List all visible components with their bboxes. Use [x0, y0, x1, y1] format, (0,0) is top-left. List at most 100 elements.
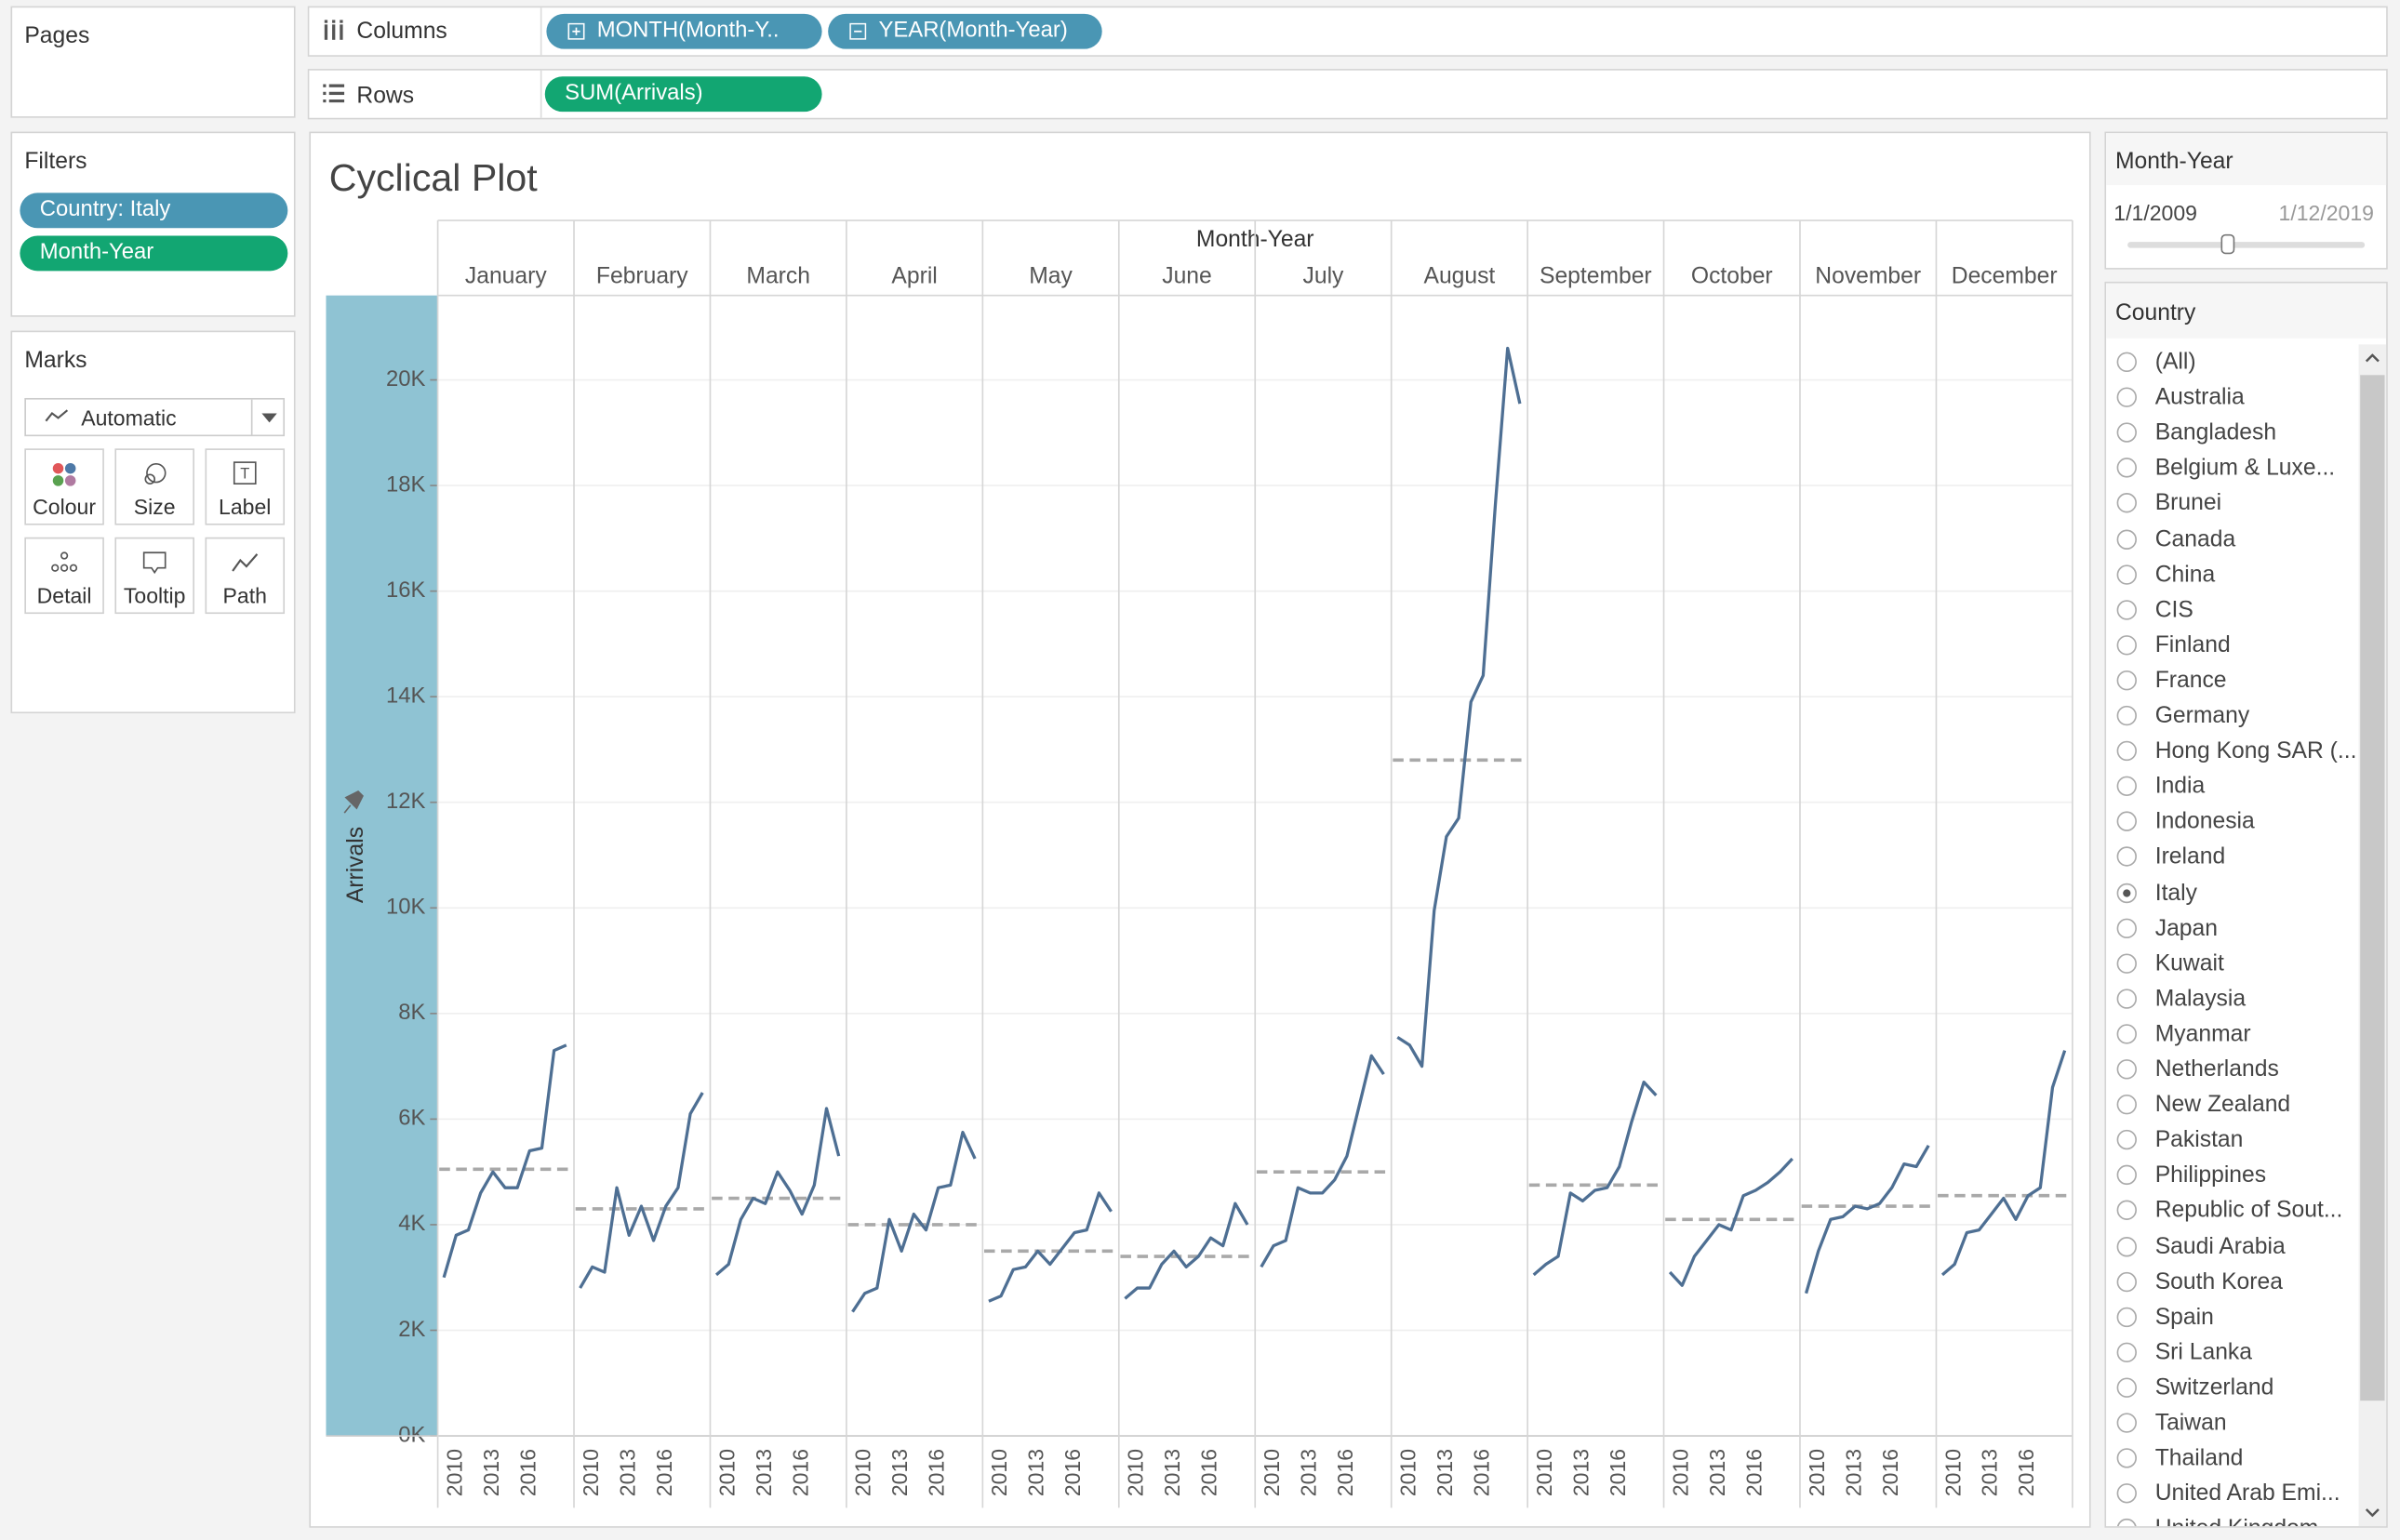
country-option[interactable]: United Arab Emi...: [2106, 1478, 2355, 1513]
pill[interactable]: MONTH(Month-Y..: [546, 13, 822, 49]
radio[interactable]: [2116, 882, 2137, 903]
country-option[interactable]: Sri Lanka: [2106, 1336, 2355, 1372]
radio[interactable]: [2116, 1236, 2137, 1256]
option-label: Spain: [2154, 1303, 2214, 1330]
option-label: Philippines: [2154, 1162, 2267, 1188]
mark-button[interactable]: T Label: [205, 448, 286, 525]
radio[interactable]: [2116, 1024, 2137, 1044]
line: [442, 1043, 567, 1279]
country-option[interactable]: Canada: [2106, 523, 2355, 558]
country-option[interactable]: Brunei: [2106, 487, 2355, 523]
radio[interactable]: [2116, 1342, 2137, 1362]
country-option[interactable]: Myanmar: [2106, 1017, 2355, 1053]
radio[interactable]: [2116, 564, 2137, 585]
radio[interactable]: [2116, 1307, 2137, 1327]
pill[interactable]: YEAR(Month-Year): [828, 13, 1102, 49]
radio[interactable]: [2116, 846, 2137, 868]
country-option[interactable]: Germany: [2106, 699, 2355, 735]
country-option[interactable]: United Kingdom: [2106, 1513, 2355, 1527]
country-option[interactable]: Taiwan: [2106, 1407, 2355, 1442]
radio[interactable]: [2116, 528, 2137, 550]
scroll-down[interactable]: [2365, 1507, 2380, 1518]
radio[interactable]: [2116, 740, 2137, 762]
radio[interactable]: [2116, 352, 2137, 373]
radio[interactable]: [2116, 1130, 2137, 1150]
y-tick-label: 12K: [386, 789, 426, 814]
filter-pill[interactable]: Country: Italy: [20, 192, 288, 229]
option-label: Bangladesh: [2154, 419, 2277, 446]
country-option[interactable]: South Korea: [2106, 1266, 2355, 1301]
country-option[interactable]: Saudi Arabia: [2106, 1230, 2355, 1266]
country-option[interactable]: Kuwait: [2106, 947, 2355, 982]
scroll-thumb[interactable]: [2360, 375, 2385, 1401]
radio[interactable]: [2116, 422, 2137, 444]
country-option[interactable]: Finland: [2106, 629, 2355, 664]
radio[interactable]: [2116, 1201, 2137, 1221]
radio[interactable]: [2116, 599, 2137, 620]
country-option[interactable]: India: [2106, 770, 2355, 805]
radio[interactable]: [2116, 634, 2137, 656]
filter-pill[interactable]: Month-Year: [20, 235, 288, 272]
mark-button[interactable]: Colour: [24, 448, 104, 525]
mark-icon: [144, 462, 167, 485]
radio[interactable]: [2116, 811, 2137, 832]
radio[interactable]: [2116, 670, 2137, 691]
country-option[interactable]: CIS: [2106, 593, 2355, 629]
country-option[interactable]: Republic of Sout...: [2106, 1195, 2355, 1230]
country-option[interactable]: Japan: [2106, 911, 2355, 947]
radio[interactable]: [2116, 1271, 2137, 1292]
radio[interactable]: [2116, 387, 2137, 408]
card-header: [2106, 133, 2387, 186]
country-option[interactable]: France: [2106, 664, 2355, 699]
country-option[interactable]: Belgium & Luxe...: [2106, 452, 2355, 487]
mark-button[interactable]: Tooltip: [114, 537, 194, 615]
country-option[interactable]: Ireland: [2106, 841, 2355, 876]
country-option[interactable]: Indonesia: [2106, 805, 2355, 841]
country-option[interactable]: Switzerland: [2106, 1372, 2355, 1407]
radio[interactable]: [2116, 1413, 2137, 1433]
country-option[interactable]: Spain: [2106, 1301, 2355, 1336]
slider-thumb[interactable]: [2220, 233, 2235, 255]
country-option[interactable]: China: [2106, 558, 2355, 593]
pill[interactable]: SUM(Arrivals): [544, 76, 822, 113]
radio[interactable]: [2116, 917, 2137, 938]
radio[interactable]: [2116, 1059, 2137, 1080]
country-option[interactable]: Malaysia: [2106, 982, 2355, 1017]
country-option[interactable]: Bangladesh: [2106, 417, 2355, 452]
filters-shelf[interactable]: Filters Country: Italy Month-Year: [10, 131, 296, 317]
divider: [540, 70, 542, 118]
radio[interactable]: [2116, 776, 2137, 797]
mark-button[interactable]: Path: [205, 537, 286, 615]
radio[interactable]: [2116, 458, 2137, 479]
radio[interactable]: [2116, 1165, 2137, 1186]
country-option[interactable]: Australia: [2106, 381, 2355, 417]
country-option[interactable]: Italy: [2106, 876, 2355, 911]
option-label: Pakistan: [2154, 1126, 2244, 1153]
mark-type-dropdown[interactable]: Automatic: [24, 397, 286, 437]
country-option[interactable]: Hong Kong SAR (...: [2106, 735, 2355, 770]
x-tick-label: 2013: [1433, 1449, 1457, 1496]
country-option[interactable]: New Zealand: [2106, 1089, 2355, 1124]
scrollbar[interactable]: [2358, 344, 2387, 1527]
radio[interactable]: [2116, 953, 2137, 974]
radio[interactable]: [2116, 1483, 2137, 1504]
radio[interactable]: [2116, 705, 2137, 726]
radio[interactable]: [2116, 1448, 2137, 1468]
radio[interactable]: [2116, 1377, 2137, 1398]
slider-track[interactable]: [2127, 242, 2366, 248]
pages-shelf[interactable]: Pages: [10, 6, 296, 118]
mark-button[interactable]: Size: [114, 448, 194, 525]
option-label: Switzerland: [2154, 1374, 2274, 1401]
radio[interactable]: [2116, 1095, 2137, 1115]
x-tick-label: 2010: [579, 1449, 603, 1496]
scroll-up[interactable]: [2365, 353, 2380, 363]
radio[interactable]: [2116, 493, 2137, 514]
country-option[interactable]: Netherlands: [2106, 1054, 2355, 1089]
country-option[interactable]: Thailand: [2106, 1442, 2355, 1478]
country-option[interactable]: (All): [2106, 346, 2355, 381]
radio[interactable]: [2116, 989, 2137, 1009]
radio[interactable]: [2116, 1519, 2137, 1527]
country-option[interactable]: Pakistan: [2106, 1124, 2355, 1160]
country-option[interactable]: Philippines: [2106, 1160, 2355, 1195]
mark-button[interactable]: Detail: [24, 537, 104, 615]
